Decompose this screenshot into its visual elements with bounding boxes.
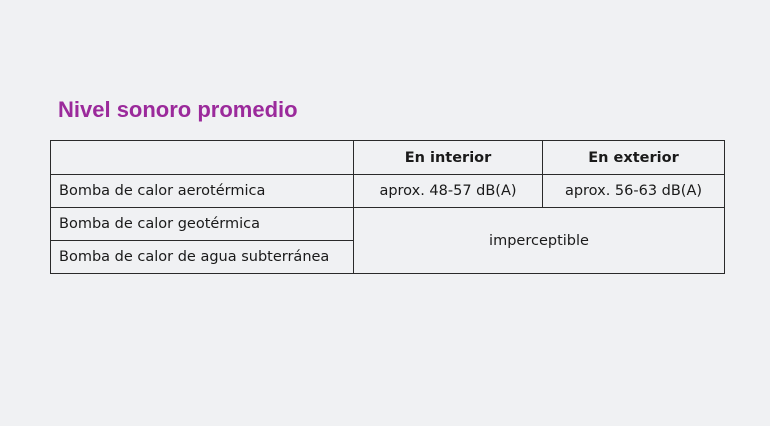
interior-value: aprox. 48-57 dB(A) — [353, 174, 543, 208]
header-empty — [50, 140, 354, 175]
merged-value: imperceptible — [353, 207, 725, 274]
header-interior: En interior — [353, 140, 543, 175]
header-exterior: En exterior — [542, 140, 725, 175]
row-label: Bomba de calor aerotérmica — [50, 174, 354, 208]
table-row: Bomba de calor aerotérmica aprox. 48-57 … — [50, 174, 725, 208]
table-row: Bomba de calor de agua subterránea — [50, 240, 725, 274]
table-header-row: En interior En exterior — [50, 140, 725, 175]
row-label: Bomba de calor geotérmica — [50, 207, 354, 241]
table-row: Bomba de calor geotérmica imperceptible — [50, 207, 725, 274]
row-label: Bomba de calor de agua subterránea — [50, 240, 354, 274]
page-title: Nivel sonoro promedio — [58, 97, 298, 122]
noise-level-table: En interior En exterior Bomba de calor a… — [50, 140, 725, 274]
exterior-value: aprox. 56-63 dB(A) — [542, 174, 725, 208]
